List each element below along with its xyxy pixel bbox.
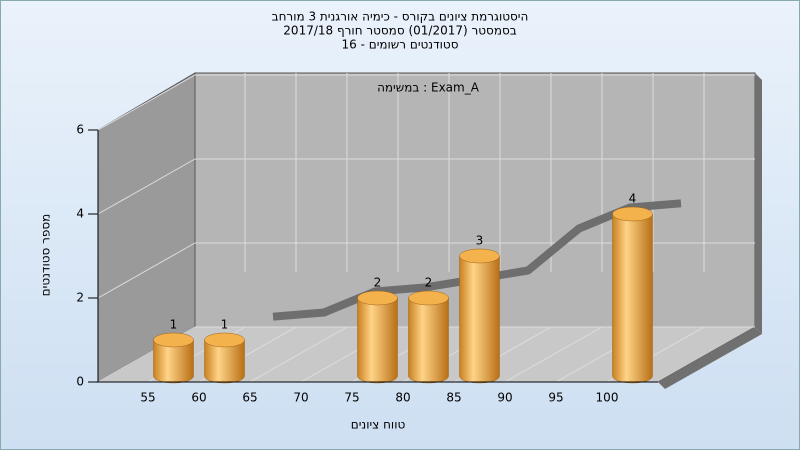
bar [459, 255, 500, 384]
wall-edge [755, 73, 762, 334]
bar [357, 290, 398, 384]
data-label: 3 [476, 234, 484, 248]
bar [357, 297, 398, 384]
chart-subtitle: בסמסטר (01/2017) סמסטר חורף 2017/18 [283, 24, 516, 38]
grid-line [97, 74, 196, 131]
bar [408, 290, 449, 384]
grid-line [97, 242, 196, 299]
x-tick-label: 75 [344, 391, 359, 405]
bar [153, 339, 194, 384]
bar-top [153, 332, 194, 348]
bar-top [612, 206, 653, 222]
grid-line [504, 326, 603, 383]
bar [612, 206, 653, 384]
x-axis-label: טווח ציונים [351, 418, 406, 432]
bar [204, 339, 245, 384]
x-tick-label: 55 [140, 391, 155, 405]
y-axis-label: מספר סטודנטים [39, 214, 53, 297]
annotation: במשימה : Exam_A [377, 81, 480, 95]
bar-top [357, 290, 398, 306]
y-tick-label: 0 [76, 375, 84, 389]
bar-top [204, 332, 245, 348]
bar [408, 297, 449, 384]
data-label: 2 [374, 276, 382, 290]
grid-line [249, 326, 348, 383]
data-label: 4 [629, 192, 637, 206]
x-tick-label: 90 [497, 391, 512, 405]
y-tick-label: 4 [76, 207, 84, 221]
x-tick-label: 70 [293, 391, 308, 405]
bar [459, 248, 500, 384]
bar [153, 332, 194, 384]
bar [204, 332, 245, 384]
x-tick-label: 60 [191, 391, 206, 405]
bar [612, 213, 653, 384]
bar-top [459, 248, 500, 264]
floor-edge [658, 327, 762, 389]
x-tick-label: 95 [548, 391, 563, 405]
x-tick-label: 80 [395, 391, 410, 405]
bar-top [408, 290, 449, 306]
y-tick-label: 6 [76, 123, 84, 137]
grid-line [97, 158, 196, 215]
chart-subtitle: סטודנטים רשומים - 16 [341, 38, 458, 52]
data-label: 1 [221, 318, 229, 332]
x-tick-label: 65 [242, 391, 257, 405]
data-label: 1 [170, 318, 178, 332]
chart-title: היסטוגרמת ציונים בקורס - כימיה אורגנית 3… [272, 10, 529, 24]
x-tick-label: 100 [596, 391, 619, 405]
y-tick-label: 2 [76, 291, 84, 305]
data-label: 2 [425, 276, 433, 290]
x-tick-label: 85 [446, 391, 461, 405]
